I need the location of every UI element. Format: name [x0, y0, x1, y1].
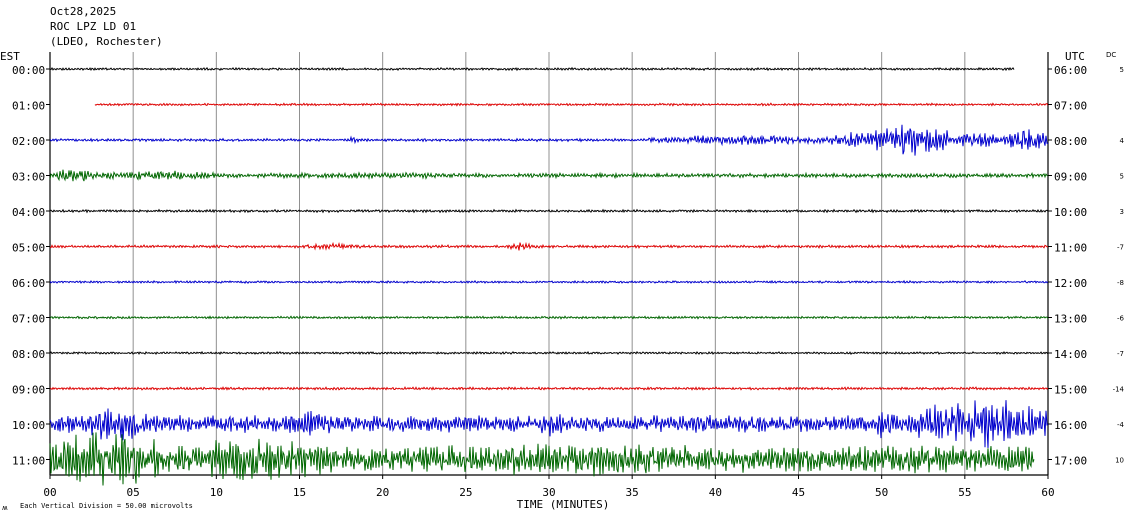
trace-1000 — [49, 400, 1049, 449]
est-label: 08:00 — [12, 348, 45, 361]
dc-value: 5 — [1120, 66, 1124, 74]
header: Oct28,2025 ROC LPZ LD 01 (LDEO, Rocheste… — [50, 5, 163, 48]
trace-0500 — [49, 241, 1049, 251]
dc-value: 10 — [1115, 457, 1124, 465]
dc-value: 4 — [1120, 137, 1125, 145]
left-timezone-label: EST — [0, 50, 20, 63]
x-tick-label: 15 — [293, 486, 306, 499]
trace-0700 — [49, 315, 1049, 320]
est-label: 06:00 — [12, 277, 45, 290]
network-label: (LDEO, Rochester) — [50, 35, 163, 48]
x-tick-label: 60 — [1041, 486, 1054, 499]
utc-label: 15:00 — [1054, 384, 1087, 397]
trace-0800 — [49, 350, 1049, 356]
trace-0600 — [49, 279, 1049, 284]
est-hour-labels: 00:00 01:00 02:00 03:00 04:00 05:00 06:00 07:00… — [12, 64, 50, 468]
utc-label: 11:00 — [1054, 242, 1087, 255]
est-label: 05:00 — [12, 242, 45, 255]
utc-label: 17:00 — [1054, 455, 1087, 468]
est-label: 10:00 — [12, 419, 45, 432]
trace-0300 — [49, 169, 1049, 182]
dc-value: -7 — [1117, 244, 1124, 252]
chart-grid — [132, 52, 966, 475]
dc-value: -14 — [1113, 386, 1125, 394]
est-label: 02:00 — [12, 135, 45, 148]
utc-label: 13:00 — [1054, 313, 1087, 326]
vertical-scale-note: Each Vertical Division = 50.00 microvolt… — [20, 502, 193, 510]
x-tick-label: 05 — [127, 486, 140, 499]
dc-value: -4 — [1117, 421, 1125, 429]
x-tick-label: 20 — [376, 486, 389, 499]
utc-label: 09:00 — [1054, 171, 1087, 184]
est-label: 00:00 — [12, 64, 45, 77]
est-label: 04:00 — [12, 206, 45, 219]
right-timezone-label: UTC — [1065, 50, 1085, 63]
utc-label: 14:00 — [1054, 348, 1087, 361]
est-label: 11:00 — [12, 455, 45, 468]
dc-value: 3 — [1120, 208, 1124, 216]
trace-0900 — [49, 386, 1049, 391]
est-label: 03:00 — [12, 171, 45, 184]
est-label: 09:00 — [12, 384, 45, 397]
x-tick-label: 00 — [43, 486, 56, 499]
utc-label: 10:00 — [1054, 206, 1087, 219]
dc-header-label: DC — [1106, 51, 1116, 59]
x-tick-label: 35 — [626, 486, 639, 499]
utc-label: 08:00 — [1054, 135, 1087, 148]
date-label: Oct28,2025 — [50, 5, 116, 18]
utc-label: 16:00 — [1054, 419, 1087, 432]
dc-offset-labels: 5 4 5 3 -7 -8 -6 -7 -14 -4 10 — [1113, 66, 1125, 465]
trace-0000 — [49, 66, 1015, 72]
trace-1100 — [49, 432, 1035, 486]
utc-label: 07:00 — [1054, 100, 1087, 113]
trace-0200 — [49, 124, 1049, 156]
est-label: 01:00 — [12, 100, 45, 113]
est-label: 07:00 — [12, 313, 45, 326]
x-tick-label: 45 — [792, 486, 805, 499]
trace-0100 — [94, 102, 1049, 107]
utc-label: 12:00 — [1054, 277, 1087, 290]
x-tick-label: 55 — [958, 486, 971, 499]
x-tick-label: 50 — [875, 486, 888, 499]
x-tick-label: 10 — [210, 486, 223, 499]
dc-value: -6 — [1117, 315, 1125, 323]
x-tick-label: 40 — [709, 486, 722, 499]
dc-value: -8 — [1117, 279, 1124, 287]
station-label: ROC LPZ LD 01 — [50, 20, 136, 33]
x-tick-label: 25 — [459, 486, 472, 499]
utc-hour-labels: 06:00 07:00 08:00 09:00 10:00 11:00 12:00 13:00… — [1048, 64, 1087, 468]
x-tick-label: 30 — [542, 486, 555, 499]
utc-label: 06:00 — [1054, 64, 1087, 77]
x-tick-labels: 00 05 10 15 20 25 30 35 40 45 50 55 60 — [43, 475, 1055, 499]
dc-value: 5 — [1120, 173, 1124, 181]
trace-0400 — [49, 208, 1049, 214]
trace-layer — [49, 66, 1049, 486]
x-axis-title: TIME (MINUTES) — [517, 498, 610, 511]
dc-value: -7 — [1117, 350, 1124, 358]
footer-mark: ʍ — [2, 504, 8, 512]
